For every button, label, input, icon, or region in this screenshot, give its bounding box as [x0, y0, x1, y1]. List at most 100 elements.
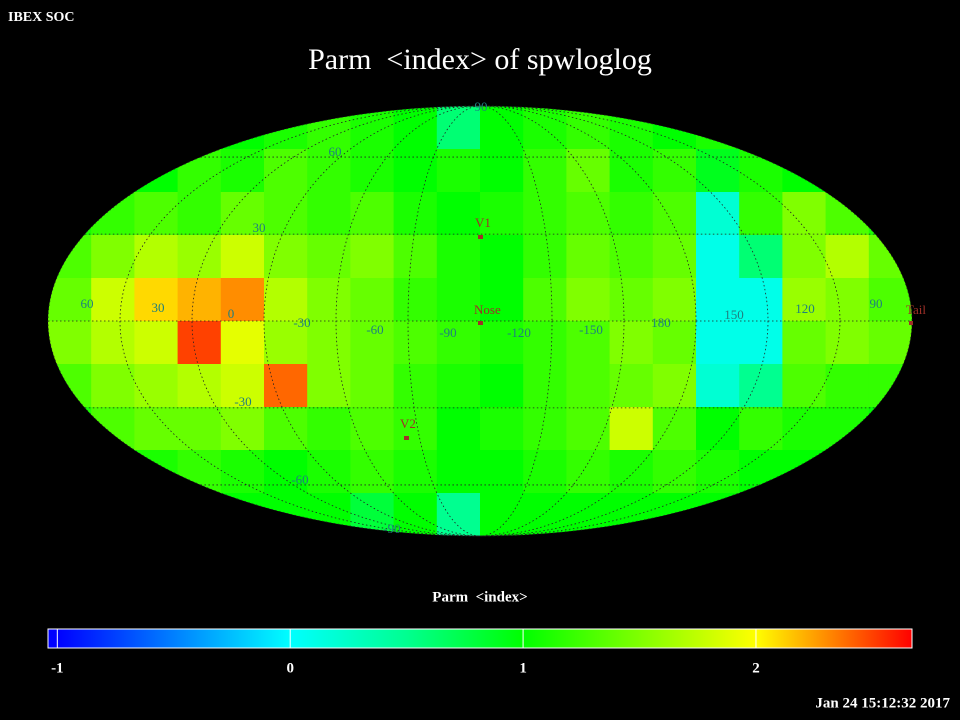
map-cell	[696, 407, 740, 451]
map-cell	[307, 149, 351, 193]
map-cell	[696, 278, 740, 322]
map-cell	[696, 364, 740, 408]
map-cell	[264, 192, 308, 236]
map-cell	[652, 364, 697, 408]
map-cell	[177, 235, 222, 279]
map-cell	[393, 278, 438, 322]
map-cell	[739, 278, 783, 322]
map-cell	[523, 493, 567, 536]
map-cell	[393, 407, 438, 451]
map-cell	[739, 192, 783, 236]
map-cell	[652, 192, 697, 236]
grid-label: -60	[366, 322, 383, 337]
map-cell	[91, 278, 135, 322]
map-cell	[609, 364, 654, 408]
map-cell	[696, 149, 740, 193]
map-cell	[177, 278, 222, 322]
marker-label: V1	[475, 215, 491, 230]
map-cell	[566, 450, 611, 494]
grid-label: -60	[291, 472, 308, 487]
map-cell	[652, 149, 697, 193]
map-cell	[480, 407, 524, 451]
map-cell	[739, 321, 783, 365]
map-cell	[350, 450, 395, 494]
map-cell	[480, 149, 524, 193]
grid-label: -90	[383, 521, 400, 536]
grid-label: 150	[724, 307, 744, 322]
map-cell	[566, 407, 611, 451]
map-cell	[436, 450, 481, 494]
map-cell	[436, 235, 481, 279]
map-cell	[696, 235, 740, 279]
map-cell	[480, 321, 524, 365]
grid-label: -30	[234, 394, 251, 409]
map-cell	[652, 407, 697, 451]
map-cell	[436, 149, 481, 193]
marker	[478, 321, 483, 325]
map-cell	[480, 278, 524, 322]
map-cell	[220, 321, 265, 365]
sky-map	[48, 106, 912, 536]
map-cell	[307, 450, 351, 494]
map-cell	[480, 493, 524, 536]
map-cell	[825, 321, 870, 365]
map-cell	[868, 321, 912, 365]
map-cell	[436, 407, 481, 451]
map-cell	[220, 278, 265, 322]
source: IBEX SOC	[8, 10, 75, 25]
map-cell	[825, 364, 870, 408]
map-cell	[782, 278, 827, 322]
map-cell	[134, 278, 179, 322]
map-cell	[350, 321, 395, 365]
map-cell	[696, 450, 740, 494]
map-cell	[264, 321, 308, 365]
map-cell	[307, 407, 351, 451]
timestamp: Jan 24 15:12:32 2017	[815, 695, 950, 711]
grid-label: 90	[870, 296, 883, 311]
map-cell	[350, 278, 395, 322]
colorbar-fill	[47, 628, 913, 649]
map-cell	[393, 235, 438, 279]
map-cell	[523, 364, 567, 408]
map-cell	[609, 407, 654, 451]
map-cell	[48, 321, 92, 365]
marker-label: Tail	[906, 302, 926, 317]
map-cell	[177, 321, 222, 365]
map-cell	[782, 407, 827, 451]
map-cell	[652, 321, 697, 365]
map-cell	[480, 106, 524, 150]
marker	[909, 321, 913, 325]
map-cell	[264, 407, 308, 451]
colorbar-tick-label: 1	[519, 660, 527, 676]
colorbar-tick-label: 2	[752, 660, 760, 676]
map-cell	[350, 407, 395, 451]
map-cell	[436, 106, 481, 150]
map-cell	[264, 364, 308, 408]
map-cell	[350, 149, 395, 193]
map-cell	[220, 149, 265, 193]
map-cell	[393, 192, 438, 236]
map-cell	[220, 235, 265, 279]
map-cell	[220, 407, 265, 451]
map-cell	[523, 278, 567, 322]
map-cell	[134, 192, 179, 236]
map-cell	[652, 450, 697, 494]
map-cell	[652, 235, 697, 279]
map-cell	[393, 450, 438, 494]
map-cell	[393, 321, 438, 365]
map-cell	[566, 364, 611, 408]
grid-label: 60	[329, 144, 342, 159]
map-cell	[566, 235, 611, 279]
map-cell	[609, 321, 654, 365]
map-cell	[523, 149, 567, 193]
map-cell	[48, 278, 92, 322]
marker	[478, 235, 483, 239]
map-cell	[782, 364, 827, 408]
map-cell	[134, 364, 179, 408]
map-cell	[177, 364, 222, 408]
map-cell	[739, 235, 783, 279]
map-cell	[480, 364, 524, 408]
colorbar-tick-label: 0	[286, 660, 294, 676]
map-cell	[696, 192, 740, 236]
map-cell	[134, 321, 179, 365]
